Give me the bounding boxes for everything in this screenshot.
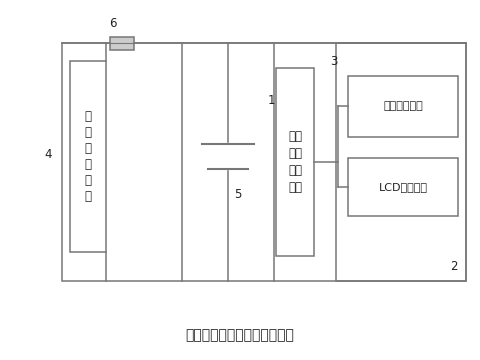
Bar	[336, 43, 466, 281]
Text: 太
阳
能
电
池
板: 太 阳 能 电 池 板	[84, 110, 91, 203]
Text: 图为本实用新型的结构示意图: 图为本实用新型的结构示意图	[186, 328, 294, 342]
Bar	[62, 43, 466, 281]
Bar	[110, 37, 134, 50]
Bar	[70, 61, 106, 252]
Text: 光电
水表
只读
模块: 光电 水表 只读 模块	[288, 130, 302, 194]
Text: LCD显示模块: LCD显示模块	[379, 182, 428, 192]
Bar	[348, 76, 458, 137]
Bar	[348, 158, 458, 216]
Text: 3: 3	[330, 55, 337, 68]
Text: 数据发送模块: 数据发送模块	[384, 101, 423, 111]
Text: 5: 5	[234, 188, 241, 201]
Bar	[276, 68, 314, 256]
Text: 1: 1	[267, 94, 275, 107]
Text: 6: 6	[109, 17, 117, 30]
Text: 4: 4	[44, 148, 52, 161]
Text: 2: 2	[450, 260, 457, 273]
